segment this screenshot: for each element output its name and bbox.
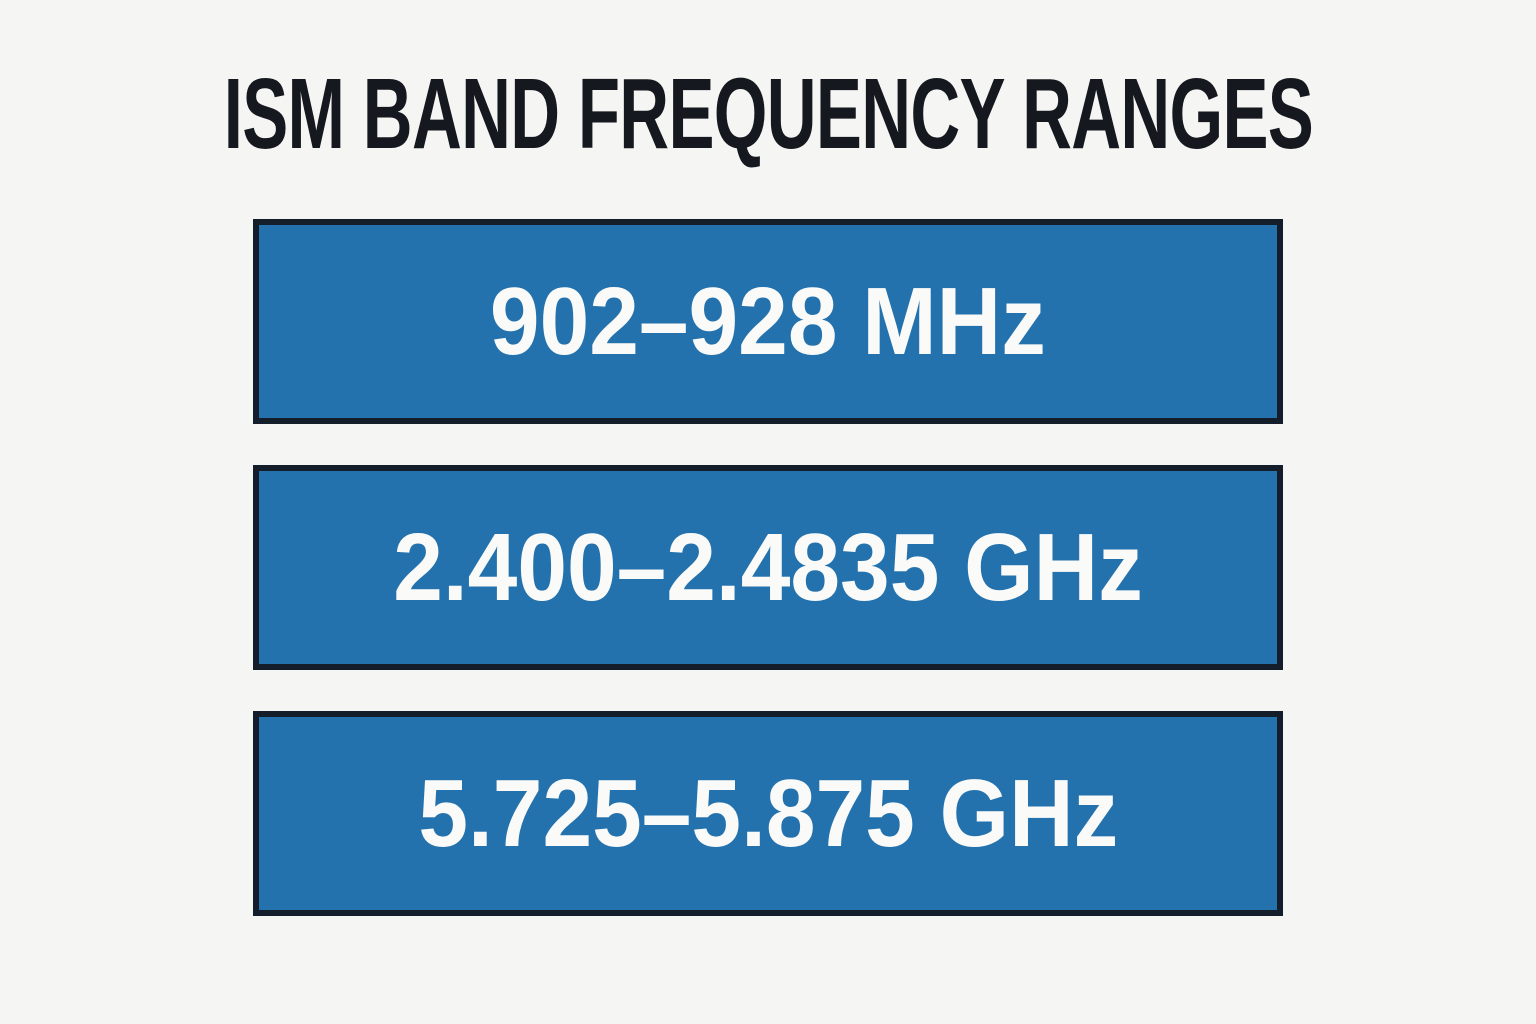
band-label-900mhz: 902–928 MHz xyxy=(490,267,1046,375)
band-list: 902–928 MHz 2.400–2.4835 GHz 5.725–5.875… xyxy=(253,219,1283,916)
band-bar-900mhz: 902–928 MHz xyxy=(253,219,1283,424)
page-title: ISM BAND FREQUENCY RANGES xyxy=(223,58,1313,170)
band-label-5-8ghz: 5.725–5.875 GHz xyxy=(418,759,1118,867)
band-bar-2-4ghz: 2.400–2.4835 GHz xyxy=(253,465,1283,670)
band-label-2-4ghz: 2.400–2.4835 GHz xyxy=(393,513,1143,621)
band-bar-5-8ghz: 5.725–5.875 GHz xyxy=(253,711,1283,916)
